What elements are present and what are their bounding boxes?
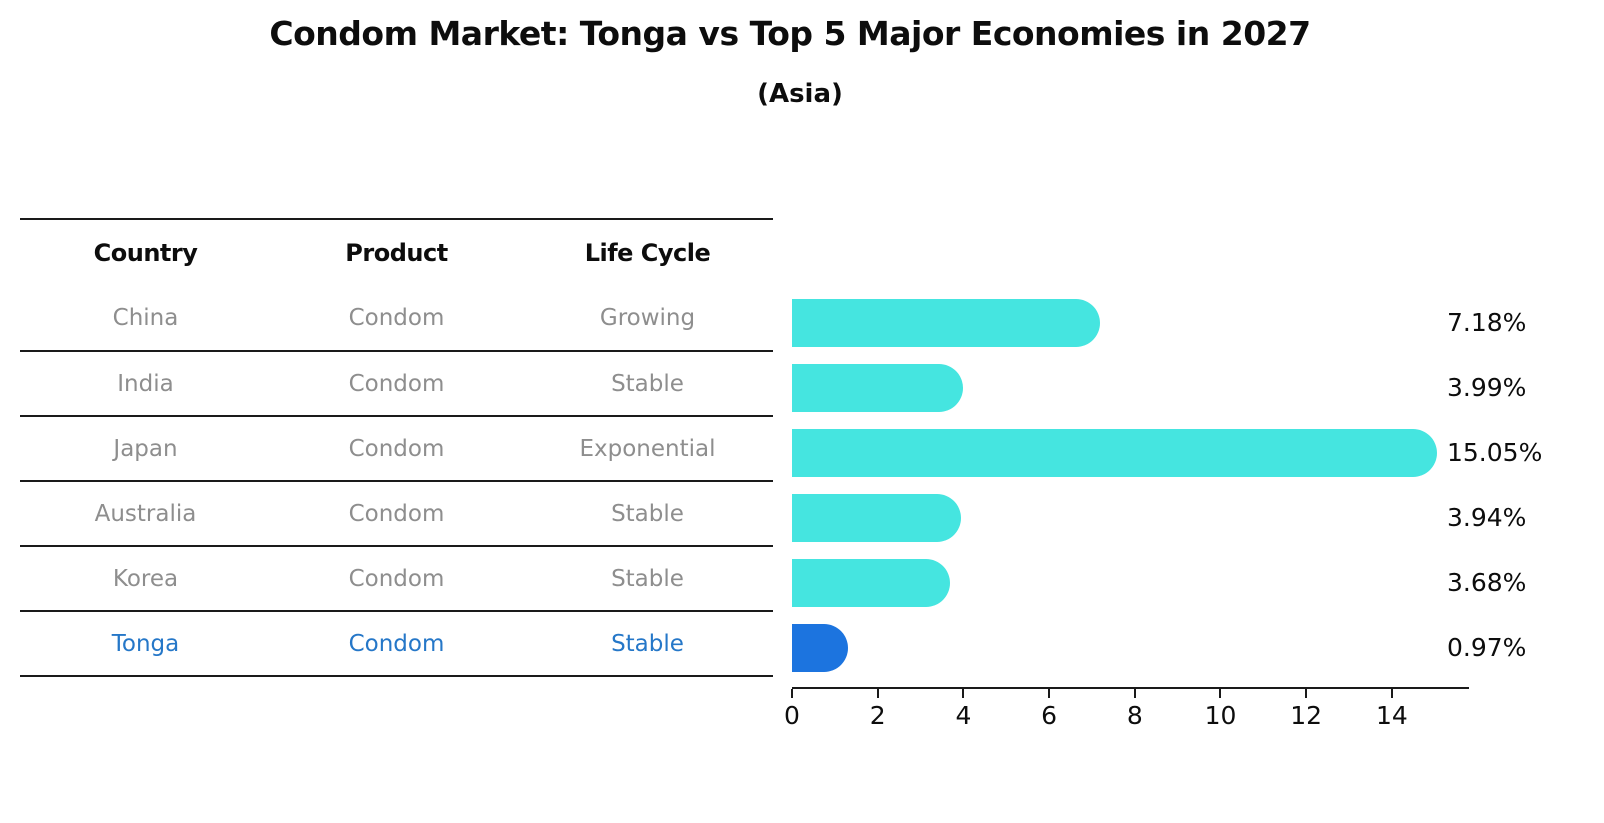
value-label-australia: 3.94% bbox=[1447, 503, 1527, 532]
x-tick-mark bbox=[1305, 689, 1308, 698]
cell-product: Condom bbox=[348, 565, 445, 592]
x-tick-mark bbox=[1219, 689, 1222, 698]
cell-country: Japan bbox=[113, 435, 178, 462]
table-header-row: Country Product Life Cycle bbox=[20, 220, 773, 285]
x-tick-mark bbox=[791, 689, 793, 698]
cell-lifecycle: Stable bbox=[611, 370, 684, 397]
x-tick-mark bbox=[1133, 689, 1136, 698]
comparison-table: Country Product Life Cycle China Condom … bbox=[20, 218, 773, 677]
cell-lifecycle: Growing bbox=[599, 304, 696, 331]
x-tick-label: 2 bbox=[869, 701, 886, 730]
x-tick-label: 10 bbox=[1204, 701, 1237, 730]
cell-product: Condom bbox=[348, 630, 445, 657]
column-header-lifecycle: Life Cycle bbox=[584, 238, 711, 267]
cell-country: China bbox=[112, 304, 179, 331]
cell-lifecycle: Stable bbox=[611, 500, 684, 527]
chart-title: Condom Market: Tonga vs Top 5 Major Econ… bbox=[269, 14, 1311, 53]
table-row-japan: Japan Condom Exponential bbox=[20, 415, 773, 480]
value-label-tonga: 0.97% bbox=[1447, 633, 1527, 662]
bar-tonga bbox=[792, 624, 848, 672]
x-tick-label: 12 bbox=[1290, 701, 1323, 730]
value-label-india: 3.99% bbox=[1447, 373, 1527, 402]
table-row-china: China Condom Growing bbox=[20, 285, 773, 350]
x-tick-mark bbox=[1390, 689, 1393, 698]
value-label-japan: 15.05% bbox=[1447, 438, 1543, 467]
x-tick-mark bbox=[1048, 689, 1051, 698]
x-tick-label: 4 bbox=[955, 701, 972, 730]
cell-product: Condom bbox=[348, 370, 445, 397]
x-axis-line bbox=[792, 687, 1469, 689]
x-tick-mark bbox=[876, 689, 879, 698]
cell-lifecycle: Stable bbox=[611, 565, 684, 592]
bar-china bbox=[792, 299, 1100, 347]
cell-product: Condom bbox=[348, 435, 445, 462]
bar-korea bbox=[792, 559, 950, 607]
chart-subtitle: (Asia) bbox=[757, 79, 843, 109]
cell-product: Condom bbox=[348, 304, 445, 331]
x-tick-label: 8 bbox=[1126, 701, 1143, 730]
bar-india bbox=[792, 364, 963, 412]
bar-japan bbox=[792, 429, 1437, 477]
x-tick-label: 6 bbox=[1041, 701, 1058, 730]
table-row-australia: Australia Condom Stable bbox=[20, 480, 773, 545]
cell-country: India bbox=[117, 370, 174, 397]
value-label-china: 7.18% bbox=[1447, 308, 1527, 337]
value-label-korea: 3.68% bbox=[1447, 568, 1527, 597]
x-tick-mark bbox=[962, 689, 965, 698]
bar-australia bbox=[792, 494, 961, 542]
cell-product: Condom bbox=[348, 500, 445, 527]
x-tick-label: 0 bbox=[784, 701, 800, 730]
column-header-product: Product bbox=[345, 238, 448, 267]
table-body: China Condom Growing India Condom Stable… bbox=[20, 285, 773, 675]
table-row-tonga: Tonga Condom Stable bbox=[20, 610, 773, 675]
cell-lifecycle: Exponential bbox=[579, 435, 716, 462]
table-row-korea: Korea Condom Stable bbox=[20, 545, 773, 610]
column-header-country: Country bbox=[93, 238, 198, 267]
cell-country: Tonga bbox=[111, 630, 180, 657]
table-row-india: India Condom Stable bbox=[20, 350, 773, 415]
cell-lifecycle: Stable bbox=[611, 630, 684, 657]
x-tick-label: 14 bbox=[1375, 701, 1408, 730]
cell-country: Australia bbox=[94, 500, 197, 527]
cell-country: Korea bbox=[112, 565, 179, 592]
